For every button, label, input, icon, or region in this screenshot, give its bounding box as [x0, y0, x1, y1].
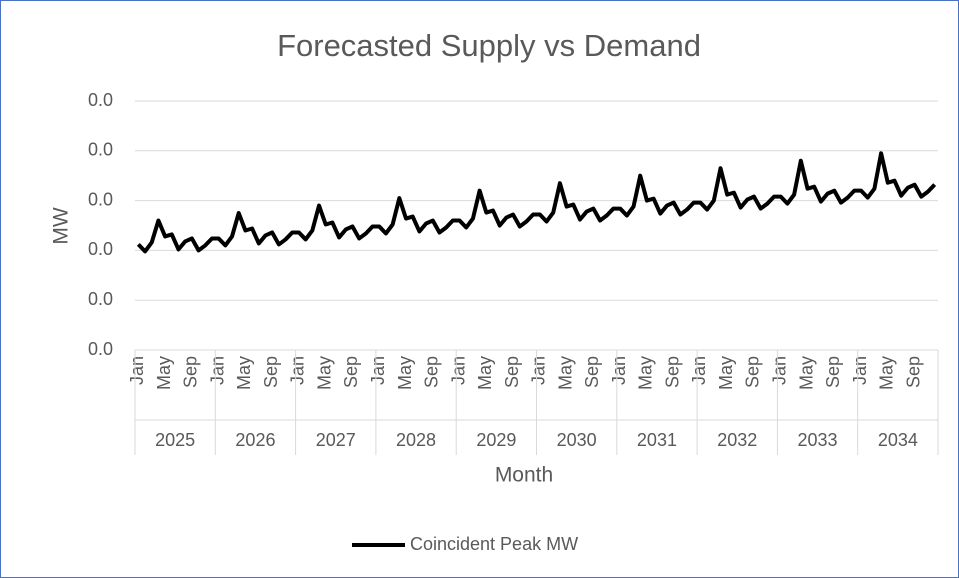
- legend-label: Coincident Peak MW: [410, 534, 578, 554]
- x-tick-label: Jan: [529, 356, 549, 385]
- x-group-label: 2025: [155, 430, 195, 450]
- x-tick-label: May: [475, 356, 495, 390]
- x-tick-label: Sep: [502, 356, 522, 388]
- x-group-label: 2027: [316, 430, 356, 450]
- x-group-label: 2030: [557, 430, 597, 450]
- x-tick-label: Jan: [448, 356, 468, 385]
- x-tick-label: Sep: [261, 356, 281, 388]
- y-tick-label: 0.0: [88, 339, 113, 359]
- x-tick-label: Jan: [769, 356, 789, 385]
- x-tick-label: May: [796, 356, 816, 390]
- x-tick-label: May: [877, 356, 897, 390]
- x-tick-label: May: [314, 356, 334, 390]
- x-tick-label: May: [234, 356, 254, 390]
- x-tick-label: Jan: [609, 356, 629, 385]
- x-tick-label: Sep: [422, 356, 442, 388]
- line-series: [136, 151, 937, 254]
- x-tick-label: Jan: [207, 356, 227, 385]
- x-tick-label: Jan: [368, 356, 388, 385]
- x-tick-label: Sep: [662, 356, 682, 388]
- x-tick-label: May: [395, 356, 415, 390]
- x-group-label: 2026: [235, 430, 275, 450]
- x-tick-label: May: [716, 356, 736, 390]
- x-tick-label: Sep: [903, 356, 923, 388]
- x-tick-label: Sep: [743, 356, 763, 388]
- x-tick-label: Jan: [127, 356, 147, 385]
- x-tick-label: Jan: [288, 356, 308, 385]
- x-tick-label: Sep: [823, 356, 843, 388]
- x-group-label: 2033: [798, 430, 838, 450]
- y-tick-label: 0.0: [88, 189, 113, 209]
- y-tick-label: 0.0: [88, 90, 113, 110]
- x-tick-label: Sep: [181, 356, 201, 388]
- x-axis-title: Month: [495, 464, 553, 487]
- x-group-label: 2031: [637, 430, 677, 450]
- x-tick-label: Jan: [850, 356, 870, 385]
- x-tick-label: May: [636, 356, 656, 390]
- x-tick-label: Sep: [341, 356, 361, 388]
- x-group-label: 2029: [476, 430, 516, 450]
- y-tick-label: 0.0: [88, 289, 113, 309]
- x-group-label: 2032: [717, 430, 757, 450]
- y-tick-label: 0.0: [88, 140, 113, 160]
- x-group-label: 2028: [396, 430, 436, 450]
- x-tick-label: May: [555, 356, 575, 390]
- chart-title: Forecasted Supply vs Demand: [277, 28, 701, 63]
- x-tick-label: Jan: [689, 356, 709, 385]
- x-group-label: 2034: [878, 430, 918, 450]
- x-tick-label: Sep: [582, 356, 602, 388]
- y-tick-label: 0.0: [88, 239, 113, 259]
- x-tick-label: May: [154, 356, 174, 390]
- y-axis-title: MW: [50, 207, 73, 244]
